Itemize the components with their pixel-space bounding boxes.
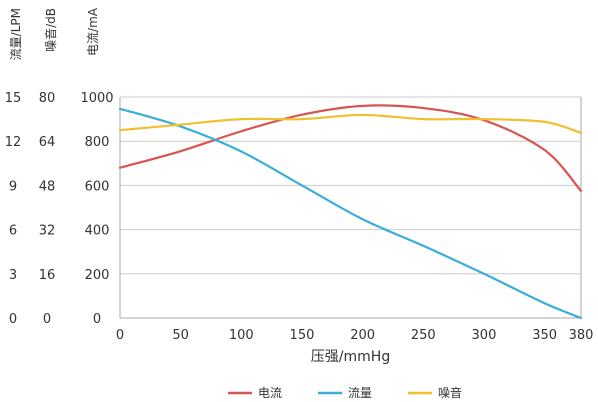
y-tick-label: 400 — [85, 224, 110, 239]
y-axes: 0 3 6 9 12 15 流量/LPM 0 16 32 48 64 80 噪音/dB 0 200 400 600… — [5, 7, 114, 327]
x-tick-label: 350 — [532, 328, 557, 343]
x-axis: 0 50 100 150 200 250 300 350 380 — [116, 328, 594, 343]
y-tick-label: 15 — [5, 91, 22, 106]
y-tick-label: 64 — [39, 135, 56, 150]
series-line — [118, 113, 583, 135]
y-tick-label: 0 — [43, 312, 51, 327]
y-tick-label: 16 — [39, 268, 56, 283]
series-line — [118, 107, 583, 320]
legend-label: 流量 — [348, 386, 372, 400]
x-tick-label: 300 — [472, 328, 497, 343]
y-tick-label: 1000 — [80, 91, 113, 106]
y-tick-label: 0 — [93, 312, 101, 327]
y-tick-label: 800 — [85, 135, 110, 150]
y-tick-label: 600 — [85, 179, 110, 194]
x-tick-label: 200 — [350, 328, 375, 343]
y-tick-label: 48 — [39, 179, 56, 194]
series-line — [118, 104, 583, 193]
x-tick-label: 0 — [116, 328, 124, 343]
y-axis-unit-label: 噪音/dB — [43, 8, 58, 52]
legend: 电流 流量 噪音 — [228, 385, 462, 400]
x-tick-label: 150 — [290, 328, 315, 343]
x-tick-label: 100 — [229, 328, 254, 343]
y-axis-unit-label: 电流/mA — [86, 7, 100, 56]
x-tick-label: 380 — [569, 328, 594, 343]
y-tick-label: 12 — [5, 135, 22, 150]
y-tick-label: 80 — [39, 91, 56, 106]
y-tick-label: 3 — [9, 268, 17, 283]
legend-label: 噪音 — [438, 385, 462, 400]
legend-label: 电流 — [258, 386, 282, 400]
x-tick-label: 50 — [172, 328, 189, 343]
grid-lines — [120, 96, 581, 275]
x-axis-label: 压强/mmHg — [311, 349, 390, 365]
x-tick-label: 250 — [411, 328, 436, 343]
y-tick-label: 32 — [39, 224, 56, 239]
y-axis-unit-label: 流量/LPM — [9, 8, 23, 60]
y-tick-label: 200 — [85, 268, 110, 283]
y-tick-label: 6 — [9, 224, 17, 239]
y-tick-label: 9 — [9, 179, 17, 194]
y-tick-label: 0 — [9, 312, 17, 327]
series-lines — [118, 104, 583, 320]
